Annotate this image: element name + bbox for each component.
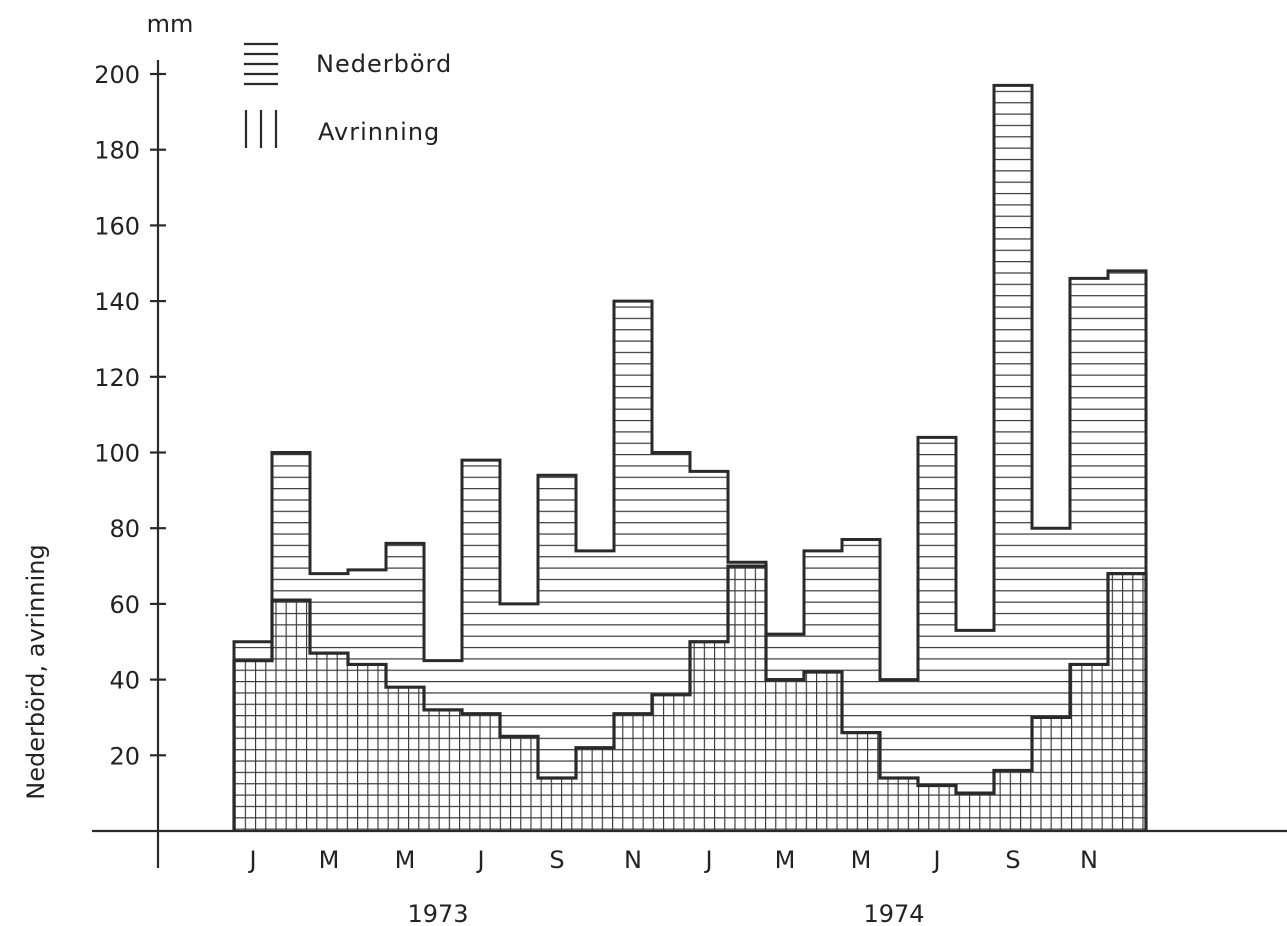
- runoff-bar: [728, 566, 766, 831]
- year-label: 1973: [407, 900, 468, 926]
- y-axis-unit: mm: [147, 10, 194, 38]
- x-tick-label: S: [1005, 846, 1020, 874]
- x-tick-label: J: [703, 846, 712, 874]
- runoff-bar: [310, 653, 348, 831]
- y-tick-label: 160: [94, 212, 140, 240]
- runoff-bar: [956, 793, 994, 831]
- x-tick-label: J: [931, 846, 940, 874]
- runoff-bar: [880, 778, 918, 831]
- x-tick-label: M: [775, 846, 796, 874]
- y-tick-label: 80: [109, 515, 140, 543]
- runoff-bar: [804, 672, 842, 831]
- precip-outline: [232, 83, 1148, 831]
- x-tick-label: S: [549, 846, 564, 874]
- x-tick-label: M: [851, 846, 872, 874]
- x-tick-label: M: [395, 846, 416, 874]
- runoff-bar: [424, 709, 462, 831]
- runoff-bar: [576, 747, 614, 831]
- runoff-bar: [652, 694, 690, 831]
- legend-label-avrinning: Avrinning: [318, 118, 440, 146]
- precip-bar: [918, 437, 956, 831]
- y-tick-label: 60: [109, 591, 140, 619]
- legend-swatch-avrinning: [244, 110, 278, 148]
- runoff-bar: [272, 600, 310, 831]
- y-tick-label: 140: [94, 288, 140, 316]
- runoff-bar: [614, 713, 652, 831]
- legend-swatch-nederbord: [244, 42, 278, 86]
- runoff-bar: [690, 641, 728, 831]
- runoff-bar: [842, 732, 880, 831]
- x-ticks: J M M J S N J M M J S N 1973 1974: [247, 846, 1098, 926]
- runoff-series: [232, 564, 1148, 831]
- precip-bar: [994, 85, 1032, 832]
- y-tick-label: 200: [94, 61, 140, 89]
- runoff-bar: [1108, 573, 1146, 831]
- runoff-outline: [232, 564, 1148, 831]
- y-axis-label: Nederbörd, avrinning: [22, 544, 50, 799]
- runoff-bar: [500, 736, 538, 831]
- runoff-bar: [766, 679, 804, 831]
- year-label: 1974: [863, 900, 924, 926]
- y-tick-label: 20: [109, 742, 140, 770]
- runoff-bar: [538, 778, 576, 831]
- runoff-bar: [1070, 664, 1108, 831]
- y-tick-label: 120: [94, 364, 140, 392]
- runoff-bar: [386, 687, 424, 831]
- legend-label-nederbord: Nederbörd: [316, 50, 452, 78]
- x-tick-label: M: [319, 846, 340, 874]
- runoff-bar: [1032, 717, 1070, 831]
- precip-bar: [538, 475, 576, 831]
- x-tick-label: N: [624, 846, 642, 874]
- y-ticks: 20 40 60 80 100 120 140 160 180 200: [94, 61, 166, 770]
- runoff-bar: [234, 660, 272, 831]
- legend: Nederbörd Avrinning: [244, 42, 452, 148]
- runoff-bar: [462, 713, 500, 831]
- y-tick-label: 100: [94, 440, 140, 468]
- runoff-bar: [918, 785, 956, 831]
- x-tick-label: J: [475, 846, 484, 874]
- x-tick-label: J: [247, 846, 256, 874]
- y-tick-label: 180: [94, 137, 140, 165]
- x-tick-label: N: [1080, 846, 1098, 874]
- axes: [92, 60, 1287, 868]
- runoff-bar: [994, 770, 1032, 831]
- y-tick-label: 40: [109, 667, 140, 695]
- runoff-bar: [348, 664, 386, 831]
